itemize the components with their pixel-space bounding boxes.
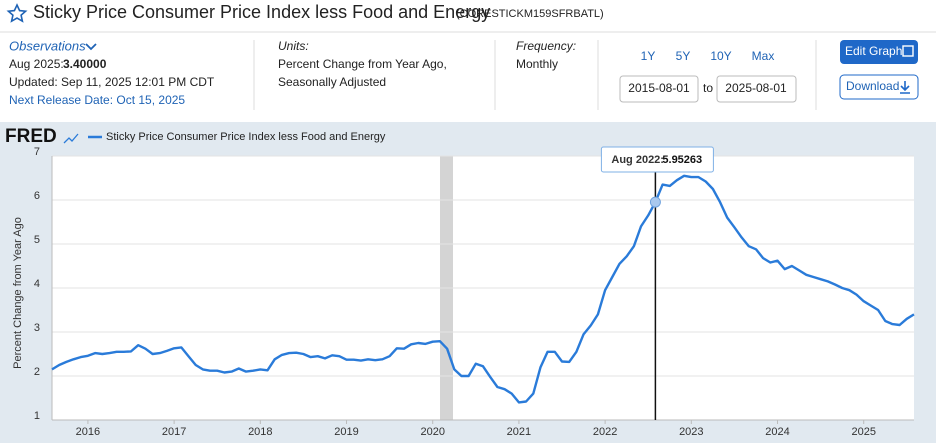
date-to: 2025-08-01 <box>725 81 787 95</box>
edit-icon <box>902 45 914 57</box>
frequency: Monthly <box>516 57 558 71</box>
y-tick-label: 5 <box>34 234 40 246</box>
y-tick-label: 7 <box>34 146 40 158</box>
y-axis-label: Percent Change from Year Ago <box>12 217 24 369</box>
series-id: (CORESTICKM159SFRBATL) <box>456 8 604 20</box>
tooltip-box <box>600 146 714 173</box>
edit-graph-button[interactable] <box>840 40 918 64</box>
updated: Updated: Sep 11, 2025 12:01 PM CDT <box>9 75 215 89</box>
x-tick-label: 2022 <box>593 426 617 438</box>
observations-toggle[interactable]: Observations <box>9 38 86 53</box>
y-tick-label: 1 <box>34 410 40 422</box>
fred-logo: FRED <box>5 126 57 147</box>
edit-graph-label: Edit Graph <box>845 44 902 58</box>
y-tick-label: 2 <box>34 366 40 378</box>
range-button[interactable]: 10Y <box>710 49 731 63</box>
y-tick-label: 6 <box>34 190 40 202</box>
tooltip-label: Aug 2022: <box>611 154 664 166</box>
units-label: Units: <box>278 39 309 53</box>
date-input[interactable] <box>716 75 797 103</box>
units-line: Percent Change from Year Ago, <box>278 57 447 71</box>
y-tick-label: 3 <box>34 322 40 334</box>
date-from: 2015-08-01 <box>628 81 690 95</box>
observation-value: 3.40000 <box>63 57 107 71</box>
x-tick-label: 2024 <box>765 426 789 438</box>
series-line <box>51 174 915 404</box>
range-button[interactable]: 1Y <box>641 49 656 63</box>
units-line: Seasonally Adjusted <box>278 75 386 89</box>
chevron[interactable] <box>85 43 97 51</box>
x-tick-label: 2023 <box>679 426 703 438</box>
tooltip-value: 5.95263 <box>662 154 702 166</box>
x-tick-label: 2017 <box>162 426 186 438</box>
plot: 1 2 3 4 5 6 7 2016 2017 2018 2019 2020 2021 2022 2023 2… <box>12 146 915 438</box>
x-tick-label: 2018 <box>248 426 272 438</box>
x-tick-label: 2019 <box>334 426 358 438</box>
range-button[interactable]: 5Y <box>676 49 691 63</box>
x-tick-label: 2016 <box>76 426 100 438</box>
x-tick-label: 2020 <box>420 426 444 438</box>
to-label: to <box>703 81 713 95</box>
favorite-star[interactable] <box>6 3 28 23</box>
y-tick-label: 4 <box>34 278 40 290</box>
title: Sticky Price Consumer Price Index less F… <box>33 2 490 22</box>
observation-date: Aug 2025: <box>9 57 64 71</box>
next-release[interactable]: Next Release Date: Oct 15, 2025 <box>9 93 185 107</box>
download-icon <box>900 81 910 94</box>
date-input[interactable] <box>619 75 699 103</box>
hover-point <box>649 196 661 208</box>
logo-icon <box>63 133 79 144</box>
legend-label: Sticky Price Consumer Price Index less F… <box>106 131 386 143</box>
frequency-label: Frequency: <box>516 39 576 53</box>
x-tick-label: 2021 <box>507 426 531 438</box>
x-tick-label: 2025 <box>851 426 875 438</box>
range-button[interactable]: Max <box>752 49 775 63</box>
download-button[interactable] <box>839 74 919 100</box>
download-label: Download <box>846 79 899 93</box>
